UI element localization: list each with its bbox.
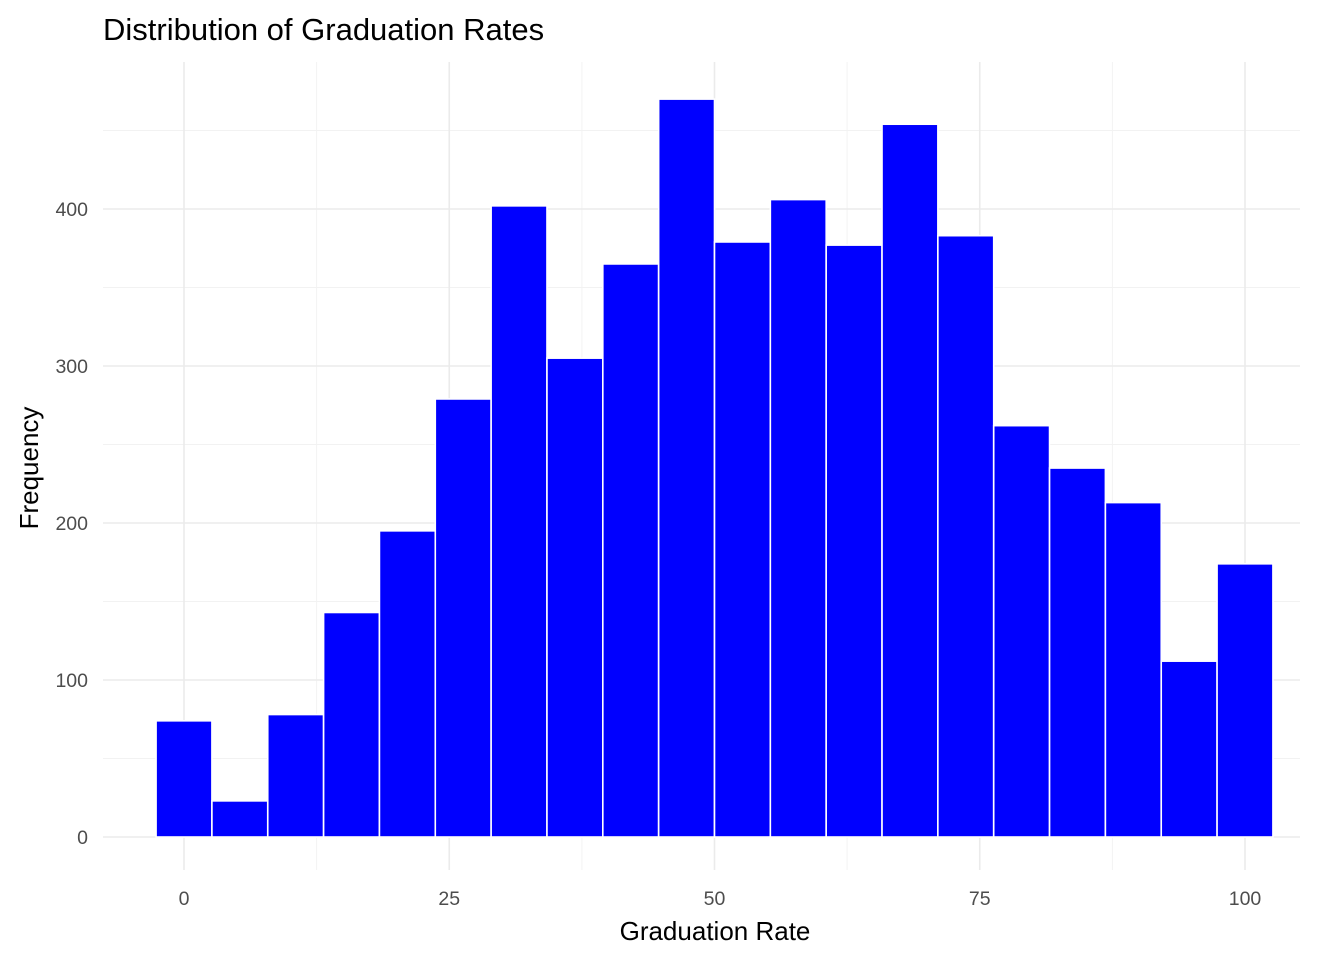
histogram-bar (881, 123, 939, 838)
x-tick-label: 100 (1229, 888, 1262, 910)
histogram-bar (211, 800, 269, 838)
x-tick-label: 75 (969, 888, 991, 910)
y-tick-label: 200 (55, 513, 88, 535)
histogram-bar (825, 244, 883, 838)
x-tick-label: 0 (179, 888, 190, 910)
histogram-bar (490, 205, 548, 838)
y-tick-label: 100 (55, 670, 88, 692)
y-axis-ticks: 0 100 200 300 400 (55, 199, 88, 849)
x-tick-label: 50 (704, 888, 726, 910)
histogram-bar (1104, 501, 1163, 838)
histogram-bar (1160, 660, 1218, 838)
y-tick-label: 300 (55, 356, 88, 378)
histogram-bar (322, 611, 381, 838)
y-tick-label: 0 (77, 827, 88, 849)
y-axis-title: Frequency (14, 407, 44, 530)
x-tick-label: 25 (438, 888, 460, 910)
y-tick-label: 400 (55, 199, 88, 221)
histogram-bar (602, 263, 660, 838)
histogram-bar (546, 357, 604, 838)
histogram-bar (769, 198, 827, 838)
histogram-bar (937, 234, 995, 838)
histogram-bar (1048, 467, 1107, 838)
bars-layer (155, 98, 1274, 838)
histogram-bar (992, 424, 1051, 838)
x-axis-title: Graduation Rate (620, 916, 811, 946)
histogram-bar (266, 713, 325, 838)
histogram-bar (657, 98, 716, 838)
x-axis-ticks: 0 25 50 75 100 (179, 888, 1262, 910)
histogram-bar (1216, 563, 1274, 838)
chart-title: Distribution of Graduation Rates (103, 12, 544, 47)
histogram-bar (378, 530, 437, 838)
histogram-bar (434, 398, 492, 838)
histogram-bar (155, 720, 213, 838)
histogram-bar (713, 241, 772, 838)
